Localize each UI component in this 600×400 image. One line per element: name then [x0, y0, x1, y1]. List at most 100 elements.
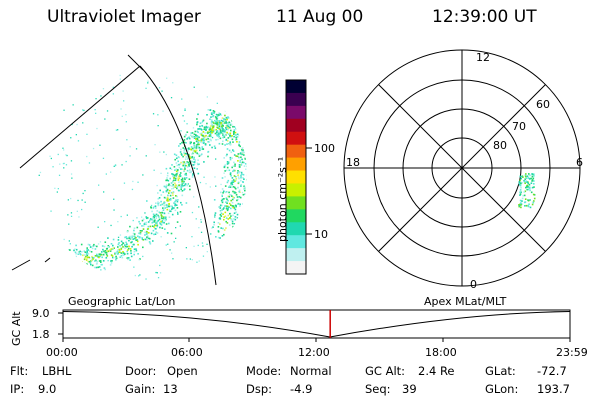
polar-aurora-pixel: [520, 204, 522, 206]
aurora-pixel: [179, 151, 182, 153]
aurora-pixel: [129, 155, 131, 157]
polar-aurora-pixel: [528, 174, 531, 177]
aurora-pixel: [169, 198, 172, 200]
aurora-pixel: [110, 248, 113, 250]
aurora-pixel: [239, 196, 242, 199]
aurora-pixel: [229, 173, 232, 176]
aurora-pixel: [176, 199, 178, 201]
aurora-pixel: [168, 203, 170, 205]
aurora-pixel: [96, 245, 98, 248]
aurora-pixel: [157, 114, 159, 116]
aurora-pixel: [159, 226, 161, 229]
aurora-pixel: [188, 171, 191, 174]
aurora-pixel: [216, 102, 218, 104]
aurora-pixel: [237, 222, 240, 225]
aurora-pixel: [242, 137, 244, 139]
aurora-pixel: [75, 252, 77, 255]
aurora-pixel: [243, 178, 245, 180]
aurora-pixel: [113, 209, 115, 211]
aurora-pixel: [244, 158, 247, 160]
aurora-pixel: [84, 201, 86, 203]
aurora-pixel: [203, 161, 205, 163]
polar-aurora-pixel: [531, 179, 534, 181]
aurora-pixel: [174, 174, 176, 176]
polar-aurora-pixel: [519, 193, 522, 195]
aurora-pixel: [103, 250, 105, 253]
polar-aurora-pixel: [526, 175, 529, 177]
aurora-pixel: [246, 164, 247, 166]
polar-aurora-pixel: [523, 191, 526, 193]
aurora-pixel: [219, 120, 221, 123]
aurora-pixel: [115, 251, 118, 254]
polar-aurora-pixel: [519, 189, 522, 191]
polar-aurora-pixel: [523, 201, 526, 204]
aurora-pixel: [94, 255, 97, 257]
aurora-pixel: [185, 156, 188, 158]
aurora-pixel: [190, 160, 192, 163]
aurora-pixel: [198, 139, 200, 142]
aurora-pixel: [240, 131, 243, 134]
aurora-pixel: [88, 162, 91, 164]
aurora-pixel: [179, 184, 182, 187]
aurora-pixel: [177, 177, 179, 179]
gain-value: 13: [163, 382, 178, 396]
aurora-pixel: [210, 135, 212, 138]
aurora-pixel: [185, 164, 188, 167]
aurora-pixel: [241, 161, 244, 163]
aurora-pixel: [76, 210, 78, 212]
aurora-pixel: [119, 245, 121, 247]
aurora-pixel: [212, 122, 215, 124]
aurora-pixel: [167, 179, 170, 182]
aurora-pixel: [221, 188, 224, 190]
aurora-pixel: [192, 135, 194, 138]
aurora-pixel: [196, 162, 199, 164]
aurora-pixel: [86, 251, 88, 253]
aurora-pixel: [181, 168, 184, 170]
aurora-pixel: [155, 217, 158, 219]
aurora-pixel: [194, 130, 197, 133]
aurora-pixel: [181, 180, 183, 183]
aurora-pixel: [236, 113, 238, 116]
aurora-pixel: [141, 225, 143, 227]
aurora-pixel: [139, 230, 142, 232]
aurora-pixel: [63, 238, 65, 241]
aurora-pixel: [223, 165, 226, 168]
polar-aurora-pixel: [533, 183, 535, 185]
aurora-pixel: [185, 133, 187, 136]
aurora-pixel: [174, 169, 176, 171]
aurora-pixel: [219, 217, 221, 219]
aurora-pixel: [158, 197, 161, 199]
aurora-pixel: [238, 119, 240, 122]
aurora-pixel: [186, 166, 189, 168]
aurora-pixel: [166, 177, 168, 179]
aurora-pixel: [164, 228, 166, 230]
aurora-pixel: [74, 251, 77, 254]
aurora-pixel: [155, 271, 157, 274]
ip-value: 9.0: [38, 382, 57, 396]
aurora-pixel: [208, 141, 210, 143]
polar-ring-70: 70: [512, 120, 526, 133]
polar-aurora-pixel: [533, 180, 535, 182]
aurora-pixel: [95, 98, 97, 100]
aurora-pixel: [192, 127, 195, 129]
polar-aurora-pixel: [532, 177, 535, 180]
uv-image: [11, 54, 247, 286]
aurora-pixel: [218, 133, 221, 135]
aurora-pixel: [224, 191, 227, 194]
aurora-pixel: [177, 156, 179, 158]
aurora-pixel: [105, 251, 108, 254]
polar-aurora-pixel: [524, 198, 527, 200]
aurora-pixel: [102, 253, 105, 256]
aurora-pixel: [134, 274, 136, 277]
aurora-pixel: [202, 245, 204, 247]
aurora-pixel: [124, 236, 126, 239]
aurora-pixel: [156, 225, 159, 228]
aurora-pixel: [135, 248, 137, 250]
aurora-pixel: [211, 124, 213, 127]
aurora-pixel: [232, 150, 235, 152]
aurora-pixel: [166, 179, 168, 181]
aurora-pixel: [69, 243, 71, 245]
aurora-pixel: [190, 148, 192, 151]
aurora-pixel: [146, 238, 148, 241]
aurora-pixel: [107, 246, 110, 248]
